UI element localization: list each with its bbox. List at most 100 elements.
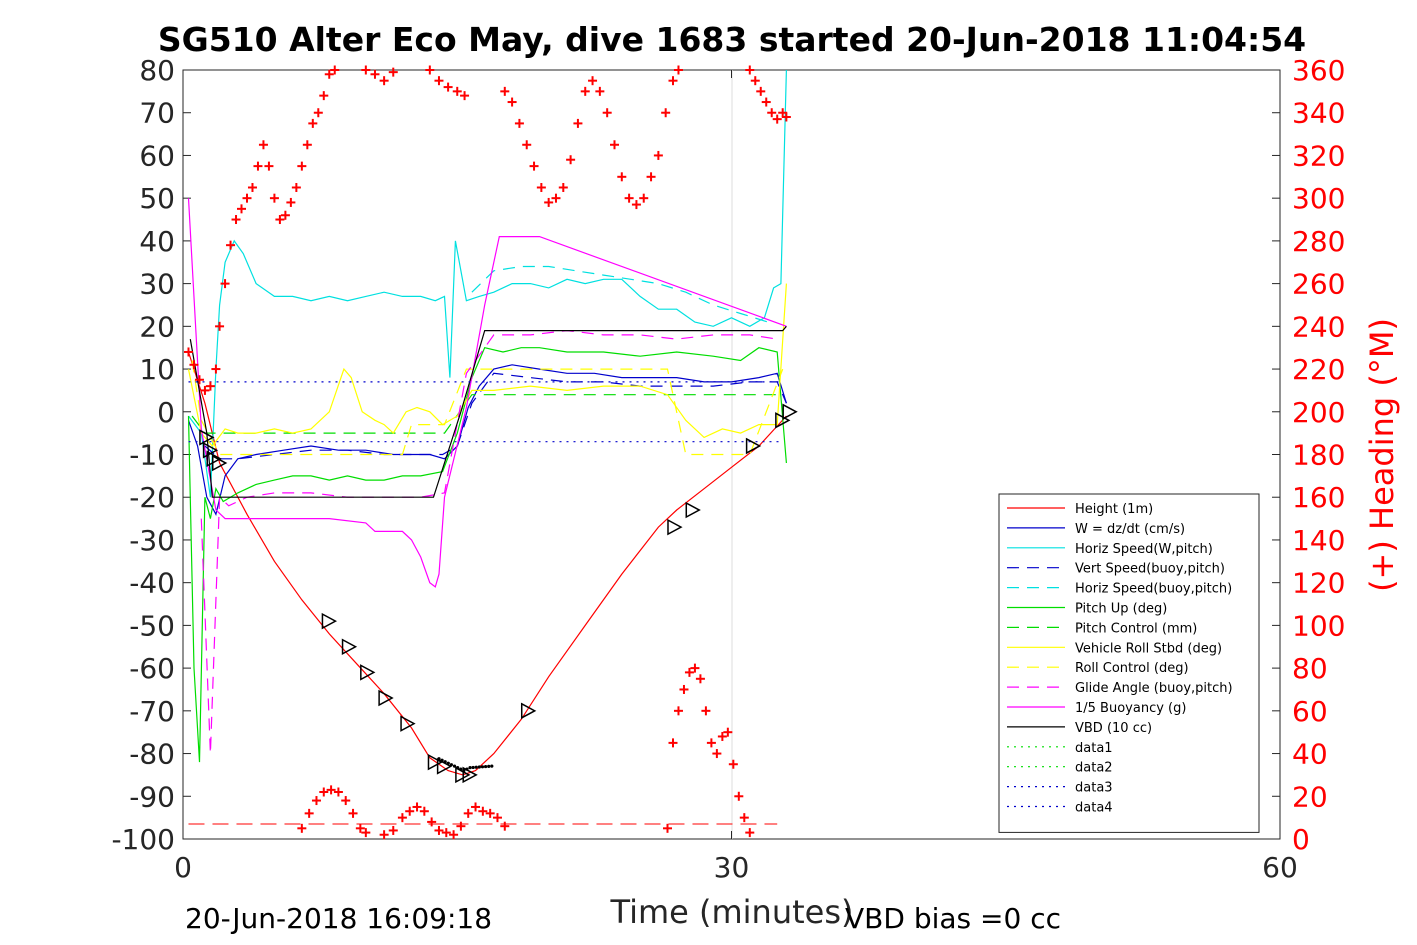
left-tick-label: -90 xyxy=(129,780,175,813)
heading-point xyxy=(536,182,546,192)
heading-point xyxy=(602,108,612,118)
left-tick-label: 0 xyxy=(157,396,175,429)
series-line-8 xyxy=(191,360,784,456)
right-tick-label: 360 xyxy=(1292,54,1345,87)
heading-point xyxy=(361,828,371,838)
legend-label: data1 xyxy=(1075,741,1113,756)
series-line-5 xyxy=(187,347,787,763)
heading-point xyxy=(706,738,716,748)
heading-point xyxy=(514,118,524,128)
heading-point xyxy=(388,67,398,77)
legend-label: data4 xyxy=(1075,801,1113,816)
gc-marker xyxy=(206,450,222,468)
series-line-4 xyxy=(471,265,769,323)
heading-point xyxy=(313,108,323,118)
legend-label: Horiz Speed(W,pitch) xyxy=(1075,542,1213,557)
heading-point xyxy=(631,200,641,210)
heading-point xyxy=(200,385,210,395)
right-tick-label: 340 xyxy=(1292,97,1345,130)
right-tick-label: 60 xyxy=(1292,695,1328,728)
heading-point xyxy=(679,684,689,694)
legend-label: Pitch Up (deg) xyxy=(1075,602,1167,617)
heading-point xyxy=(361,65,371,75)
legend-label: 1/5 Buoyancy (g) xyxy=(1075,701,1186,716)
heading-point xyxy=(507,97,517,107)
heading-point xyxy=(500,821,510,831)
heading-point xyxy=(434,76,444,86)
heading-point xyxy=(723,727,733,737)
heading-point xyxy=(258,140,268,150)
heading-point xyxy=(326,785,336,795)
heading-point xyxy=(189,360,199,370)
heading-point xyxy=(661,108,671,118)
gc-marker xyxy=(462,766,478,784)
gc-marker xyxy=(667,518,683,536)
heading-point xyxy=(441,828,451,838)
heading-point xyxy=(319,787,329,797)
heading-point xyxy=(205,381,215,391)
gc-marker xyxy=(199,429,215,446)
heading-point xyxy=(194,375,204,385)
apogee-sample-dot xyxy=(483,764,488,769)
heading-point xyxy=(745,828,755,838)
left-tick-label: -80 xyxy=(129,738,175,771)
heading-point xyxy=(269,193,279,203)
right-tick-label: 300 xyxy=(1292,182,1345,215)
apogee-sample-dot xyxy=(480,765,485,769)
heading-point xyxy=(443,82,453,92)
legend-label: W = dz/dt (cm/s) xyxy=(1075,522,1185,537)
heading-point xyxy=(405,806,415,816)
heading-point xyxy=(370,69,380,79)
right-tick-label: 280 xyxy=(1292,225,1345,258)
heading-point xyxy=(379,830,389,840)
series-line-10 xyxy=(187,198,787,588)
gc-marker xyxy=(685,501,701,519)
heading-point xyxy=(588,76,598,86)
series-line-6 xyxy=(191,394,783,434)
left-tick-label: 10 xyxy=(139,353,175,386)
heading-point xyxy=(558,182,568,192)
heading-point xyxy=(478,806,488,816)
apogee-sample-dot xyxy=(468,766,472,770)
heading-point xyxy=(231,215,241,225)
legend-label: Height (1m) xyxy=(1075,502,1153,517)
bottom-tick-label: 60 xyxy=(1262,851,1298,884)
heading-point xyxy=(379,76,389,86)
heading-point xyxy=(215,321,225,331)
right-tick-label: 40 xyxy=(1292,738,1328,771)
heading-point xyxy=(717,731,727,741)
heading-point xyxy=(388,825,398,835)
series-layer xyxy=(183,65,798,840)
right-tick-label: 140 xyxy=(1292,524,1345,557)
gc-marker xyxy=(360,664,376,681)
left-tick-label: -50 xyxy=(129,609,175,642)
heading-point xyxy=(566,155,576,165)
heading-point xyxy=(745,65,755,75)
heading-point xyxy=(544,197,554,207)
apogee-sample-dot xyxy=(490,764,494,768)
right-tick-label: 320 xyxy=(1292,139,1345,172)
left-axis: 80 70 60 50 40 30 20 10 0 -10 -20 -30 -40 -50 -60 -70 -8… xyxy=(111,54,1280,856)
heading-point xyxy=(463,808,473,818)
heading-point xyxy=(297,161,307,171)
left-tick-label: -40 xyxy=(129,567,175,600)
heading-point xyxy=(341,796,351,806)
heading-point xyxy=(226,240,236,250)
heading-point xyxy=(275,215,285,225)
left-tick-label: 50 xyxy=(139,182,175,215)
heading-point xyxy=(302,140,312,150)
left-tick-label: 30 xyxy=(139,268,175,301)
heading-point xyxy=(456,821,466,831)
heading-point xyxy=(183,347,193,357)
gc-marker xyxy=(782,403,798,421)
gc-marker xyxy=(427,753,444,771)
gc-marker xyxy=(436,758,453,775)
heading-point xyxy=(595,86,605,96)
heading-point xyxy=(772,114,782,124)
apogee-sample-dot xyxy=(449,763,453,767)
footer-timestamp: 20-Jun-2018 16:09:18 xyxy=(185,902,492,935)
legend: Height (1m) W = dz/dt (cm/s) Horiz Speed(W… xyxy=(998,493,1260,833)
heading-point xyxy=(684,667,694,677)
heading-point xyxy=(211,364,221,374)
